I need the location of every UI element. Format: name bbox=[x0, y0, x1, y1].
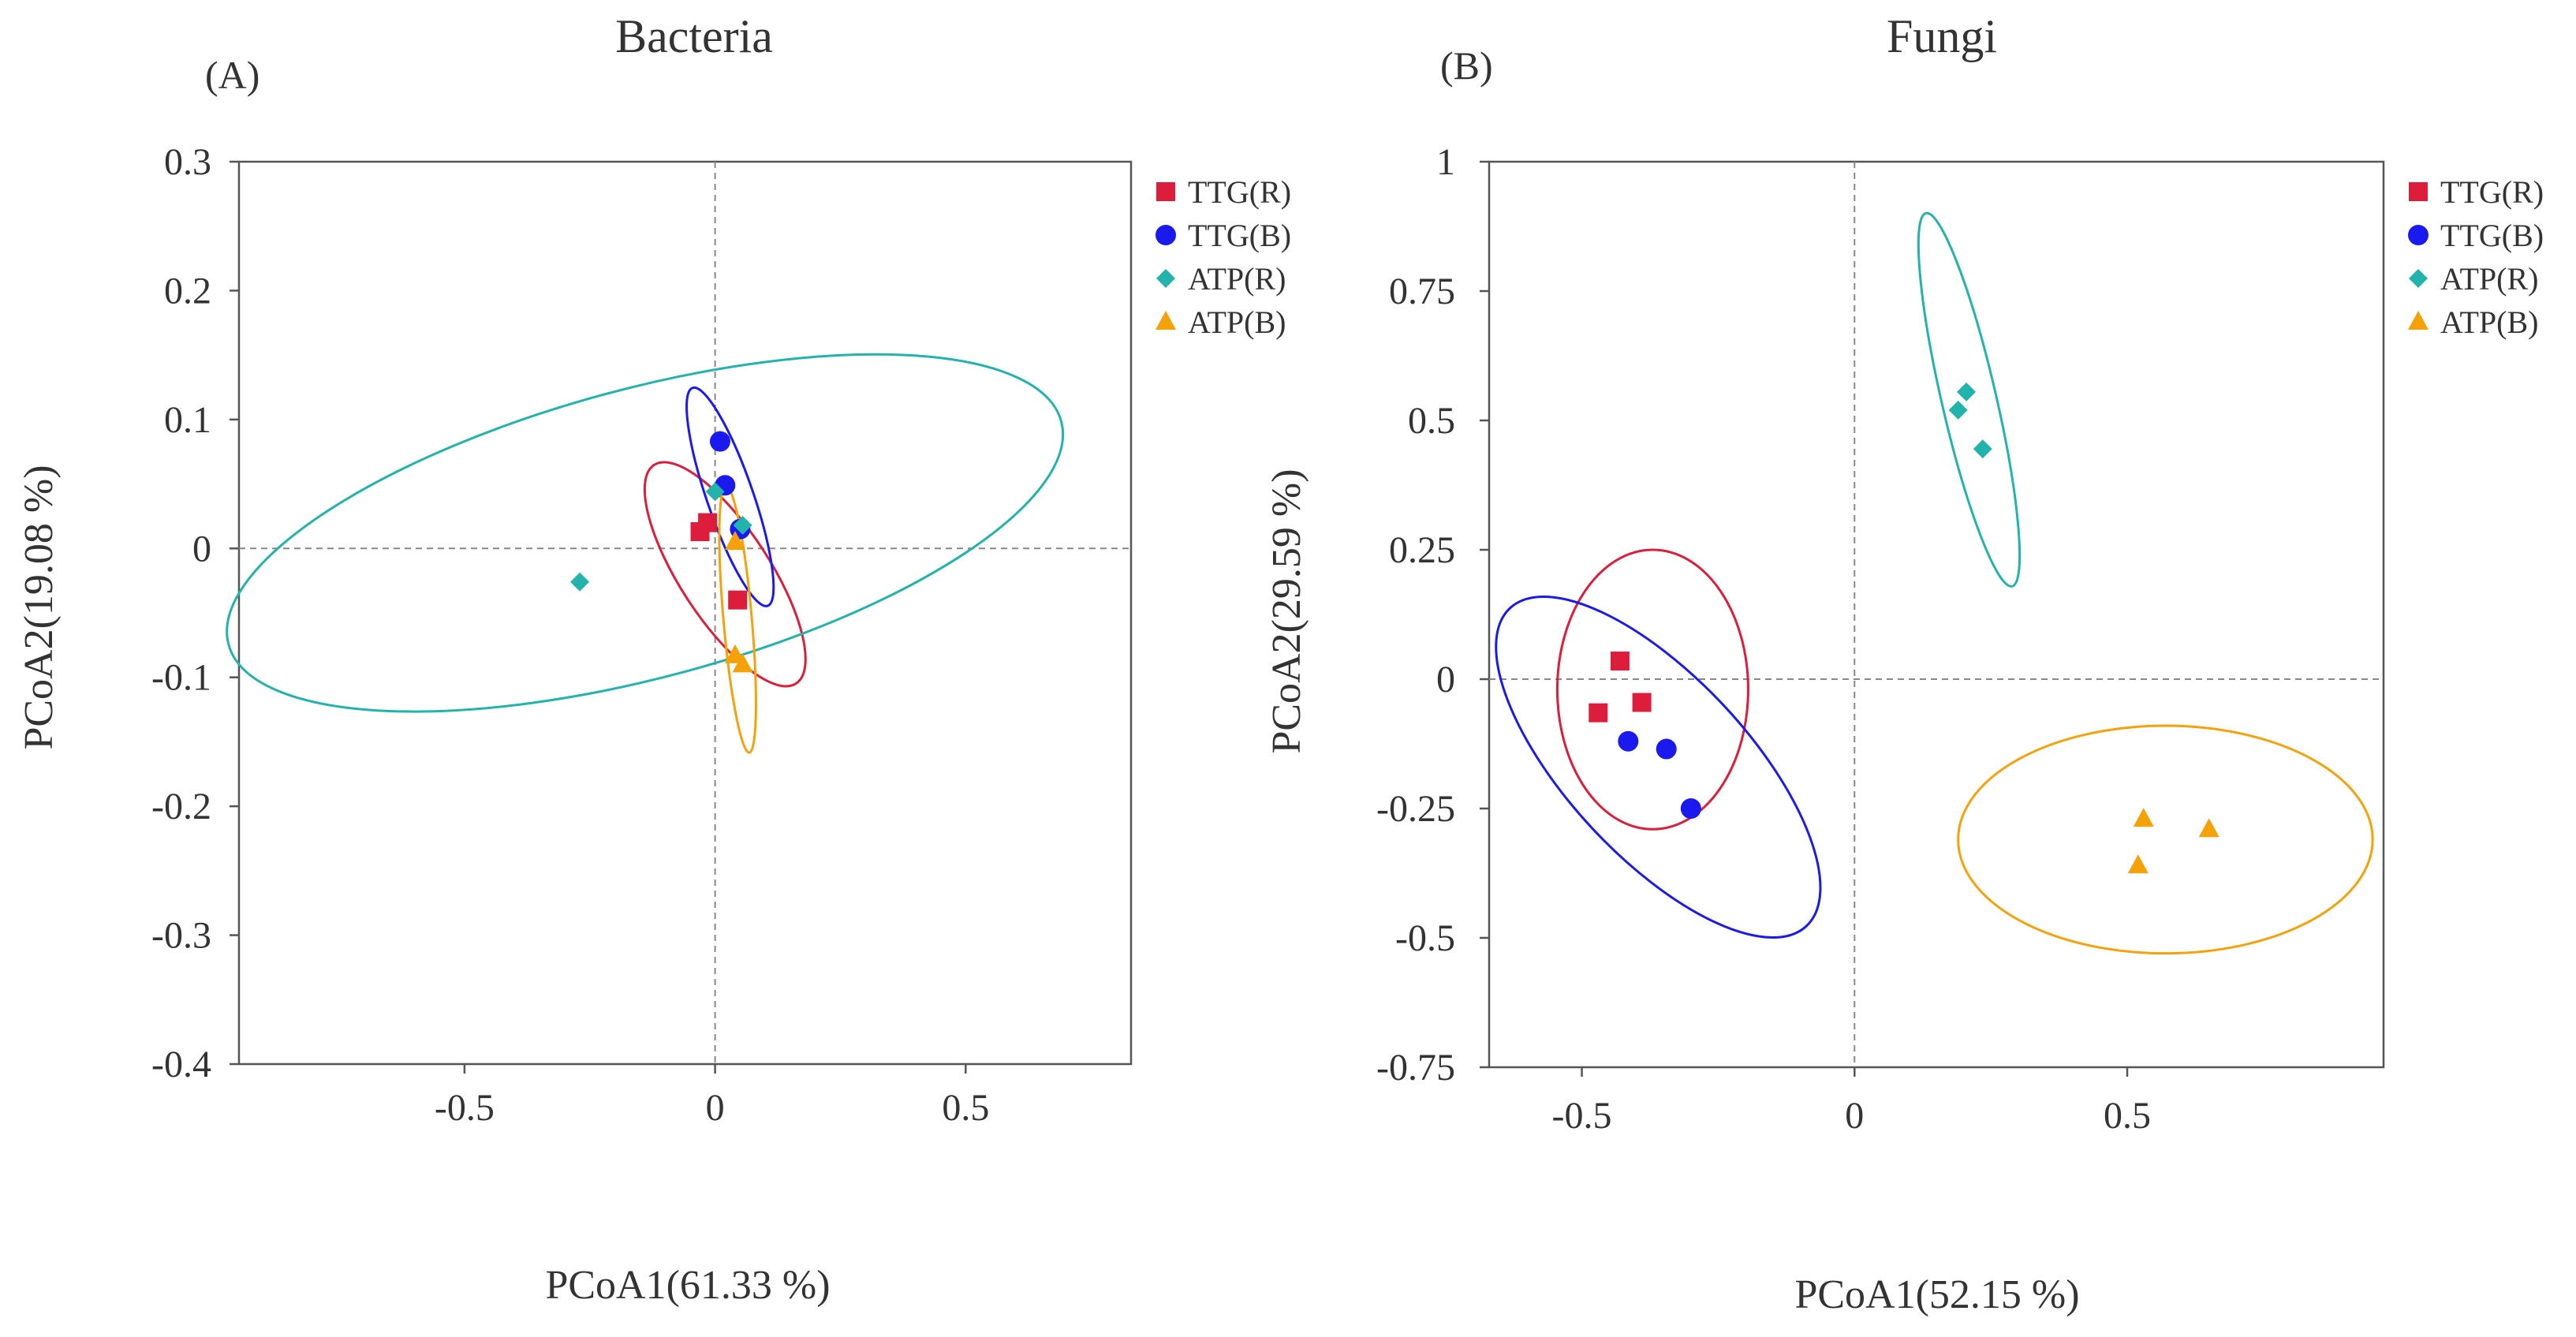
legend-label-atpb: ATP(B) bbox=[2440, 304, 2538, 340]
confidence-ellipse-atpb bbox=[1957, 724, 2374, 955]
legend-fungi: TTG(R) TTG(B) ATP(R) ATP(B) bbox=[2408, 174, 2544, 340]
data-point-ttgb bbox=[709, 431, 730, 452]
panel-tag-a: (A) bbox=[205, 53, 259, 97]
legend-label-ttgb: TTG(B) bbox=[2440, 218, 2544, 253]
y-tick-label: 0.1 bbox=[164, 399, 211, 441]
data-point-atpb bbox=[2198, 818, 2219, 838]
x-tick-label: 0.5 bbox=[942, 1087, 989, 1129]
panel-tag-b: (B) bbox=[1440, 43, 1493, 88]
data-point-atpb bbox=[725, 531, 746, 551]
y-tick-label: -0.3 bbox=[151, 915, 211, 957]
y-tick-label: 1 bbox=[1436, 141, 1455, 183]
y-tick-label: -0.25 bbox=[1376, 788, 1455, 830]
data-point-atpr bbox=[1973, 439, 1992, 459]
plot-frame-fungi bbox=[1488, 160, 2385, 1069]
panel-bacteria: (A) Bacteria -0.4-0.3-0.2-0.100.10.20.3-… bbox=[17, 10, 1291, 1308]
y-tick-label: -0.4 bbox=[151, 1044, 211, 1085]
data-point-ttgr bbox=[1632, 693, 1652, 712]
x-tick-label: -0.5 bbox=[1552, 1095, 1612, 1137]
confidence-ellipse-atpr bbox=[1917, 211, 2022, 588]
y-tick-label: -0.1 bbox=[151, 657, 211, 699]
data-point-atpb bbox=[2133, 808, 2154, 827]
data-point-ttgr bbox=[728, 590, 748, 610]
x-tick-label: 0.5 bbox=[2104, 1095, 2151, 1137]
data-point-atpr bbox=[1957, 382, 1977, 401]
y-tick-label: 0.3 bbox=[164, 141, 211, 183]
data-point-ttgb bbox=[1680, 798, 1701, 819]
legend-label-ttgr: TTG(R) bbox=[1188, 174, 1291, 210]
y-tick-label: 0.5 bbox=[1408, 400, 1455, 442]
legend-marker-atpr bbox=[2409, 269, 2428, 288]
legend-label-ttgr: TTG(R) bbox=[2440, 174, 2544, 210]
data-point-atpr bbox=[1948, 400, 1968, 420]
plot-area-fungi: -0.75 -0.5 -0.25 0 0.25 0.5 0.75 1 -0.5 0 0.5 TTG(R… bbox=[1376, 141, 2544, 1137]
panel-title-fungi: Fungi bbox=[1887, 10, 1997, 62]
confidence-ellipse-ttgr bbox=[643, 461, 807, 688]
y-tick-label: -0.2 bbox=[151, 786, 211, 827]
data-point-atpb bbox=[2127, 854, 2149, 874]
data-point-atpb bbox=[732, 653, 753, 673]
y-tick-label: 0.25 bbox=[1389, 529, 1455, 571]
legend-marker-ttgb bbox=[2408, 225, 2429, 245]
data-point-ttgb bbox=[1618, 730, 1639, 752]
confidence-ellipse-ttgr bbox=[1555, 548, 1749, 831]
confidence-ellipse-atpr bbox=[226, 353, 1065, 713]
y-axis-label-bacteria: PCoA2(19.08 %) bbox=[17, 465, 62, 749]
panel-fungi: (B) Fungi -0.75-0.5-0.2500.250.50.751-0.… bbox=[1264, 10, 2544, 1317]
legend-label-atpr: ATP(R) bbox=[2440, 261, 2538, 297]
x-tick-label: 0 bbox=[1845, 1095, 1864, 1137]
x-tick-label: 0 bbox=[706, 1087, 725, 1129]
data-point-atpr bbox=[705, 482, 725, 502]
legend-bacteria: TTG(R) TTG(B) ATP(R) ATP(B) bbox=[1155, 174, 1291, 340]
y-tick-label: 0 bbox=[1436, 659, 1455, 700]
data-point-ttgr bbox=[1589, 703, 1608, 723]
legend-marker-ttgr bbox=[2409, 182, 2428, 201]
data-point-ttgb bbox=[1656, 738, 1677, 760]
legend-label-atpr: ATP(R) bbox=[1188, 261, 1286, 297]
x-axis-label-fungi: PCoA1(52.15 %) bbox=[1794, 1272, 2079, 1317]
legend-marker-atpb bbox=[2408, 311, 2429, 330]
confidence-ellipse-ttgb bbox=[1495, 596, 1822, 939]
legend-label-ttgb: TTG(B) bbox=[1188, 218, 1291, 253]
data-point-atpr bbox=[570, 572, 590, 592]
legend-marker-ttgb bbox=[1155, 225, 1176, 245]
legend-marker-ttgr bbox=[1156, 182, 1175, 201]
legend-marker-atpb bbox=[1155, 311, 1176, 330]
plot-area-bacteria: -0.4 -0.3 -0.2 -0.1 0 0.1 0.2 0.3 -0.5 0 0.5 TTG(R)… bbox=[151, 141, 1291, 1129]
data-point-ttgr bbox=[698, 513, 718, 532]
y-tick-label: -0.5 bbox=[1395, 917, 1455, 959]
plot-frame-bacteria bbox=[237, 160, 1133, 1066]
legend-marker-atpr bbox=[1156, 269, 1175, 288]
panel-title-bacteria: Bacteria bbox=[615, 10, 773, 62]
y-tick-label: 0 bbox=[192, 528, 211, 570]
y-axis-label-fungi: PCoA2(29.59 %) bbox=[1264, 469, 1309, 753]
confidence-ellipse-ttgb bbox=[685, 386, 775, 607]
data-point-ttgr bbox=[1610, 652, 1630, 671]
y-tick-label: 0.75 bbox=[1389, 271, 1455, 312]
x-axis-label-bacteria: PCoA1(61.33 %) bbox=[545, 1263, 830, 1308]
legend-label-atpb: ATP(B) bbox=[1188, 304, 1286, 340]
data-point-atpr bbox=[733, 515, 752, 535]
x-tick-label: -0.5 bbox=[435, 1087, 495, 1129]
y-tick-label: 0.2 bbox=[164, 270, 211, 312]
y-tick-label: -0.75 bbox=[1376, 1047, 1455, 1089]
